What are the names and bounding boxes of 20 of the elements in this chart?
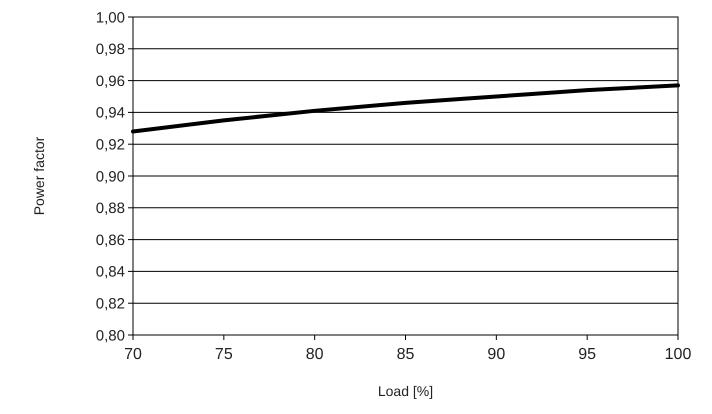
- x-tick-label: 85: [396, 346, 414, 363]
- x-tick-label: 100: [664, 346, 692, 363]
- x-tick-label: 75: [214, 346, 233, 363]
- y-tick-label: 0,88: [96, 200, 125, 218]
- x-axis-title: Load [%]: [378, 383, 434, 399]
- y-tick-label: 0,80: [96, 327, 125, 344]
- y-tick-label: 0,90: [96, 168, 125, 186]
- x-tick-label: 70: [124, 346, 142, 363]
- y-tick-label: 0,82: [96, 295, 125, 312]
- y-tick-label: 0,84: [96, 264, 125, 281]
- x-tick-label: 95: [578, 346, 596, 363]
- y-tick-label: 0,92: [96, 136, 125, 154]
- y-tick-label: 0,98: [96, 41, 125, 58]
- y-tick-label: 1,00: [96, 9, 125, 26]
- y-tick-label: 0,96: [96, 72, 125, 90]
- x-tick-label: 90: [487, 346, 506, 363]
- y-axis-title: Power factor: [31, 136, 47, 216]
- y-tick-label: 0,86: [96, 232, 125, 249]
- y-tick-label: 0,94: [96, 104, 125, 122]
- x-tick-label: 80: [306, 346, 324, 363]
